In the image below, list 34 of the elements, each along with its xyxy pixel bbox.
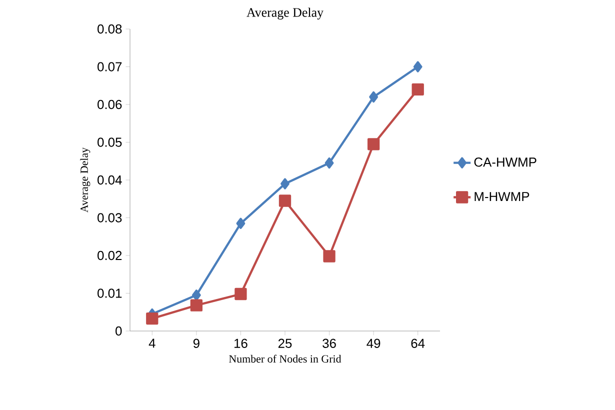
x-tick-label: 16 xyxy=(234,338,248,348)
point xyxy=(146,312,158,325)
x-tick-label: 4 xyxy=(148,338,156,348)
point xyxy=(412,83,424,96)
y-tick-label: 0 xyxy=(116,326,122,336)
point xyxy=(236,218,246,229)
y-axis-title: Average Delay xyxy=(80,147,90,212)
point xyxy=(324,157,334,169)
point xyxy=(369,91,378,103)
y-tick-label: 0.05 xyxy=(98,138,122,147)
y-tick-label: 0.06 xyxy=(98,100,122,110)
point xyxy=(278,194,292,207)
point xyxy=(413,61,422,72)
chart-title: Average Delay xyxy=(246,8,324,20)
point xyxy=(367,138,380,150)
y-tick-label: 0.01 xyxy=(98,288,122,298)
y-tick-label: 0.08 xyxy=(98,24,122,34)
x-tick-label: 64 xyxy=(411,338,425,348)
x-tick-label: 49 xyxy=(366,338,380,348)
legend-label: M-HWMP xyxy=(474,192,530,201)
y-tick-label: 0.03 xyxy=(98,213,122,222)
x-axis-title: Number of Nodes in Grid xyxy=(229,354,342,363)
x-tick-label: 25 xyxy=(278,338,292,348)
point xyxy=(234,288,247,300)
x-tick-label: 9 xyxy=(193,338,200,348)
y-tick-label: 0.02 xyxy=(98,250,122,260)
y-tick-label: 0.04 xyxy=(98,175,122,185)
x-tick-label: 36 xyxy=(322,338,336,348)
y-tick-label: 0.07 xyxy=(98,62,122,72)
point xyxy=(190,299,203,312)
point xyxy=(323,250,336,262)
legend-label: CA-HWMP xyxy=(474,158,536,167)
point xyxy=(192,290,201,301)
point xyxy=(280,178,290,190)
